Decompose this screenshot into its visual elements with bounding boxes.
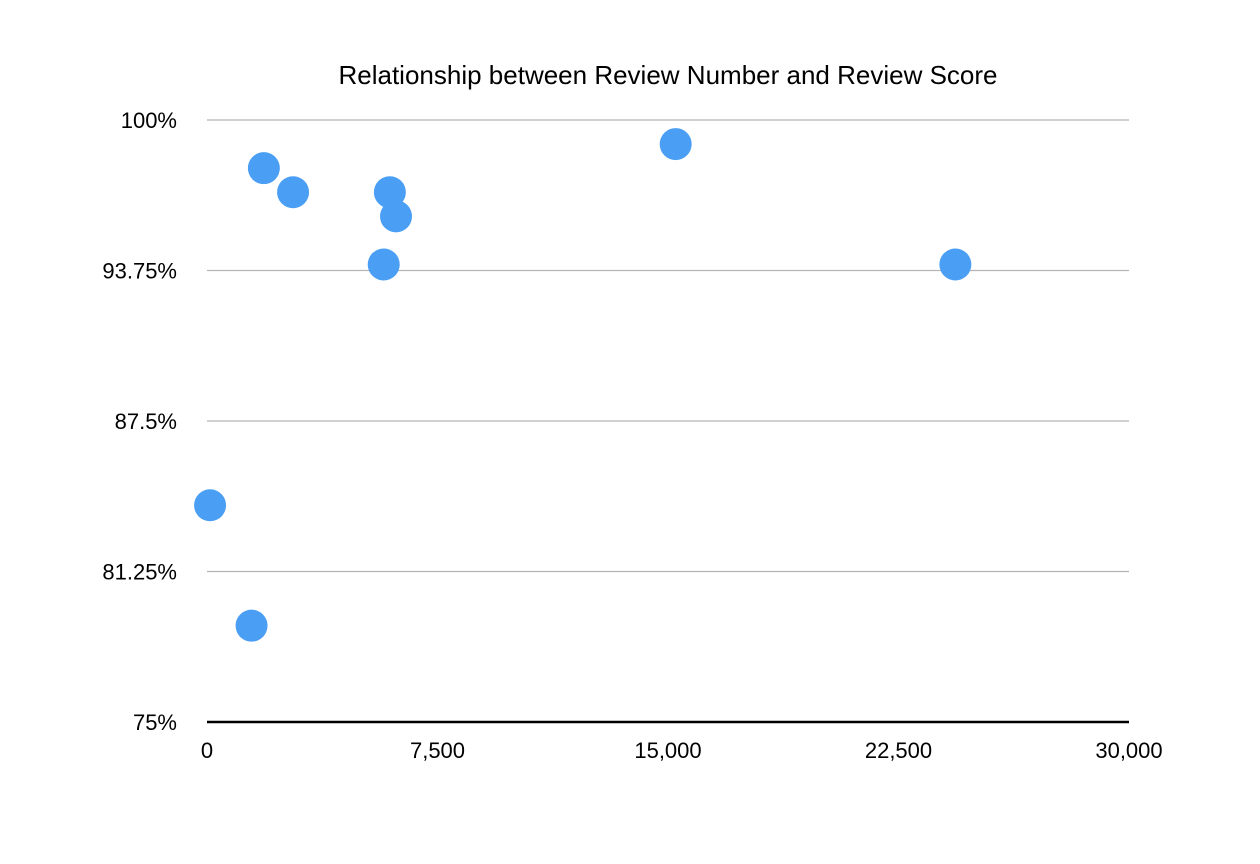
x-tick-label: 15,000	[634, 738, 701, 763]
data-point	[380, 200, 413, 233]
data-point	[277, 176, 310, 209]
data-point	[194, 489, 227, 522]
y-tick-label: 100%	[121, 108, 177, 133]
x-tick-label: 22,500	[865, 738, 932, 763]
data-point	[367, 248, 400, 281]
data-point	[939, 248, 972, 281]
y-tick-label: 87.5%	[115, 409, 177, 434]
x-tick-label: 7,500	[410, 738, 465, 763]
x-tick-label: 30,000	[1095, 738, 1162, 763]
data-point	[235, 609, 268, 642]
chart-title: Relationship between Review Number and R…	[338, 60, 997, 90]
data-point	[373, 176, 406, 209]
data-point	[659, 128, 692, 161]
x-axis-tick-labels: 0 7,500 15,000 22,500 30,000	[201, 738, 1163, 763]
data-points	[194, 128, 972, 642]
gridlines	[207, 119, 1129, 573]
y-tick-label: 93.75%	[102, 259, 177, 284]
x-tick-label: 0	[201, 738, 213, 763]
y-tick-label: 81.25%	[102, 560, 177, 585]
y-tick-label: 75%	[133, 710, 177, 735]
data-point	[247, 152, 280, 185]
y-axis-tick-labels: 75% 81.25% 87.5% 93.75% 100%	[102, 108, 177, 735]
